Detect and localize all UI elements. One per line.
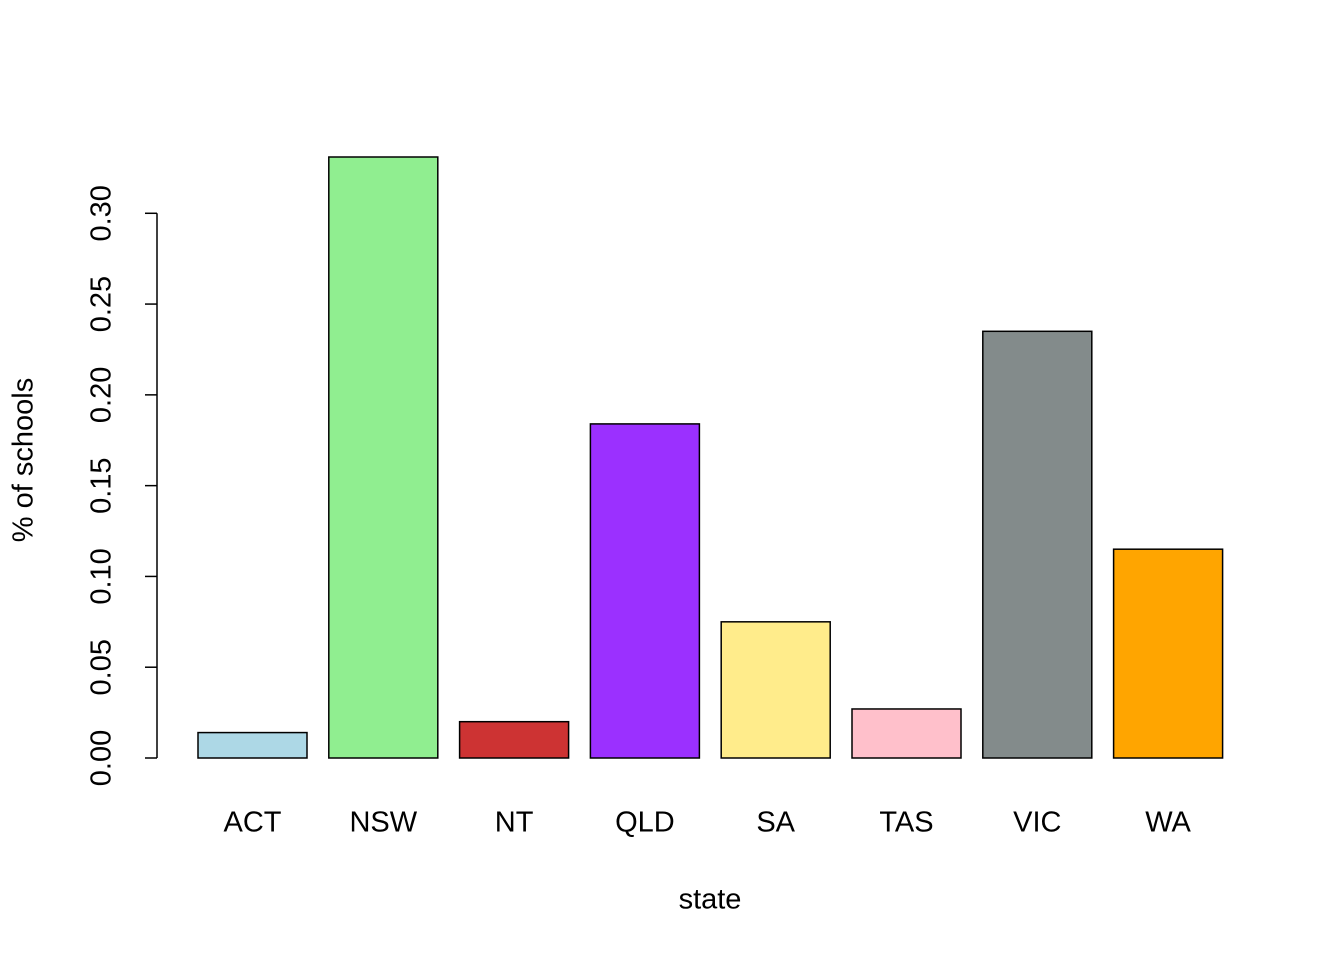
y-tick-label: 0.10 (86, 548, 118, 604)
y-tick-label: 0.05 (86, 639, 118, 695)
x-tick-label: TAS (879, 807, 933, 839)
y-tick-label: 0.00 (86, 730, 118, 786)
bar (720, 621, 831, 759)
y-tick-label: 0.15 (86, 457, 118, 513)
y-tick-label: 0.25 (86, 276, 118, 332)
bar (328, 156, 439, 759)
bar (851, 708, 962, 759)
x-axis-label: state (679, 884, 742, 916)
x-tick-label: VIC (1013, 807, 1061, 839)
x-tick-label: WA (1145, 807, 1191, 839)
x-tick-label: ACT (224, 807, 282, 839)
y-tick-label: 0.20 (86, 367, 118, 423)
x-tick-label: QLD (615, 807, 675, 839)
bar (982, 330, 1093, 759)
bar (458, 720, 570, 759)
y-axis-label: % of schools (8, 378, 40, 542)
x-tick-label: NT (495, 807, 534, 839)
x-tick-label: SA (756, 807, 795, 839)
y-tick-label: 0.30 (86, 185, 118, 241)
bar (589, 423, 701, 759)
bar (197, 731, 308, 759)
bar (1112, 548, 1224, 759)
x-tick-label: NSW (349, 807, 417, 839)
